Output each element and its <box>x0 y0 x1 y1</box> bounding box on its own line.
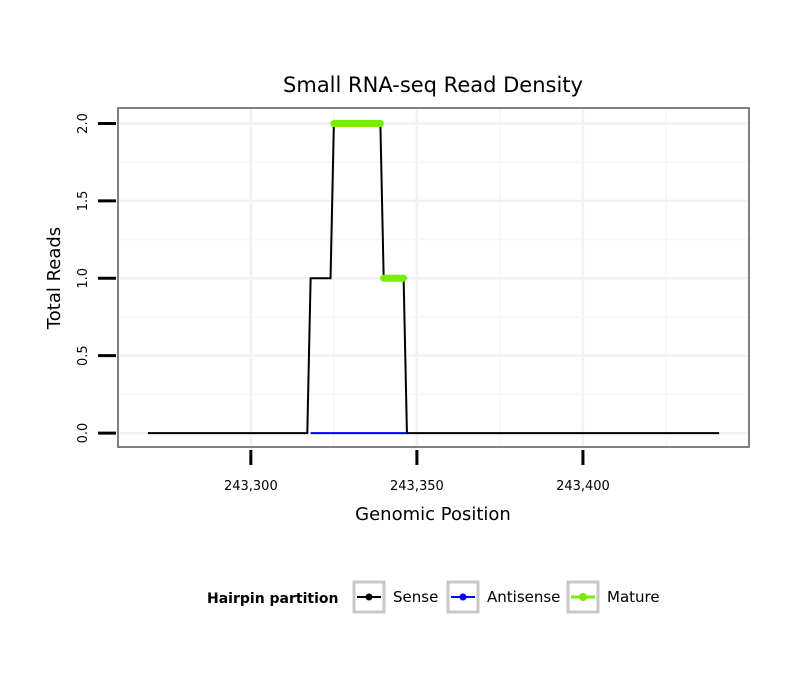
legend: Hairpin partition Sense Antisense Mature <box>207 580 660 614</box>
y-tick-label: 0.5 <box>76 345 91 366</box>
x-tick-label: 243,300 <box>224 479 278 494</box>
y-tick-label: 2.0 <box>76 113 91 134</box>
x-axis: 243,300 243,350 243,400 <box>224 450 610 494</box>
y-tick-label: 1.0 <box>76 268 91 289</box>
legend-key-point-antisense <box>459 593 467 601</box>
legend-key-point-mature <box>579 593 587 601</box>
legend-title: Hairpin partition <box>207 591 338 607</box>
series-layer <box>147 119 720 435</box>
x-axis-title: Genomic Position <box>355 504 511 525</box>
legend-label-sense: Sense <box>393 588 438 606</box>
legend-label-antisense: Antisense <box>487 588 560 606</box>
y-tick-label: 1.5 <box>76 191 91 212</box>
y-axis: 0.0 0.5 1.0 1.5 2.0 <box>76 113 116 443</box>
chart-title: Small RNA-seq Read Density <box>283 73 583 97</box>
legend-label-mature: Mature <box>607 588 660 606</box>
plot-panel-border <box>117 107 750 448</box>
y-tick-label: 0.0 <box>76 423 91 444</box>
x-tick-label: 243,400 <box>556 479 610 494</box>
x-tick-label: 243,350 <box>390 479 444 494</box>
legend-key-point-sense <box>365 593 373 601</box>
y-axis-title: Total Reads <box>44 227 65 330</box>
